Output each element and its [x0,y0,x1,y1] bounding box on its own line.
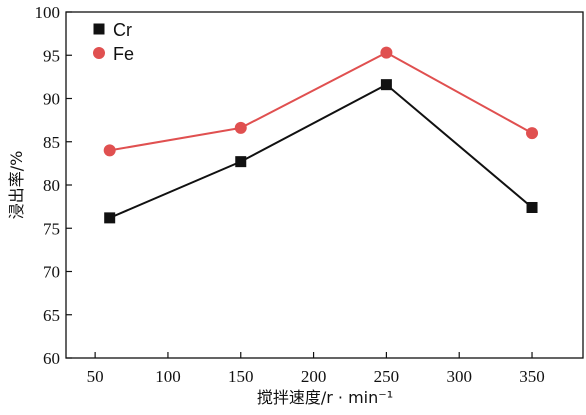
ticks-layer: 60 65 70 75 80 85 90 95 100 50 100 150 200 250 300 350 [35,3,545,386]
x-tick-label: 50 [87,367,104,386]
data-point-cr [380,79,392,91]
data-point-fe [380,46,393,59]
legend-marker-fe [93,47,105,59]
y-tick-label: 60 [43,349,60,368]
series-layer [103,46,539,224]
data-point-fe [526,127,539,140]
y-axis-title: 浸出率/% [7,151,26,220]
series-cr [104,79,538,224]
data-point-cr [526,201,538,213]
y-tick-label: 80 [43,176,60,195]
y-tick-label: 65 [43,306,60,325]
x-tick-label: 200 [301,367,327,386]
y-tick-label: 90 [43,90,60,109]
series-line-cr [109,83,533,219]
y-tick-label: 75 [43,219,60,238]
series-line-fe [109,51,533,152]
data-point-fe [234,121,247,134]
x-tick-label: 300 [446,367,472,386]
x-tick-label: 100 [155,367,181,386]
data-point-cr [235,156,247,168]
legend-label-fe: Fe [113,44,134,64]
legend-label-cr: Cr [113,20,132,40]
y-tick-label: 85 [43,133,60,152]
x-tick-label: 350 [519,367,545,386]
y-tick-label: 70 [43,263,60,282]
data-point-cr [104,212,116,224]
x-axis-title: 搅拌速度/r · min⁻¹ [257,388,393,407]
legend: Cr Fe [93,20,134,64]
y-tick-label: 100 [35,3,61,22]
x-tick-label: 150 [228,367,254,386]
x-tick-label: 250 [374,367,400,386]
legend-marker-cr [93,23,105,35]
data-point-fe [103,144,116,157]
y-tick-label: 95 [43,46,60,65]
series-fe [103,46,539,157]
